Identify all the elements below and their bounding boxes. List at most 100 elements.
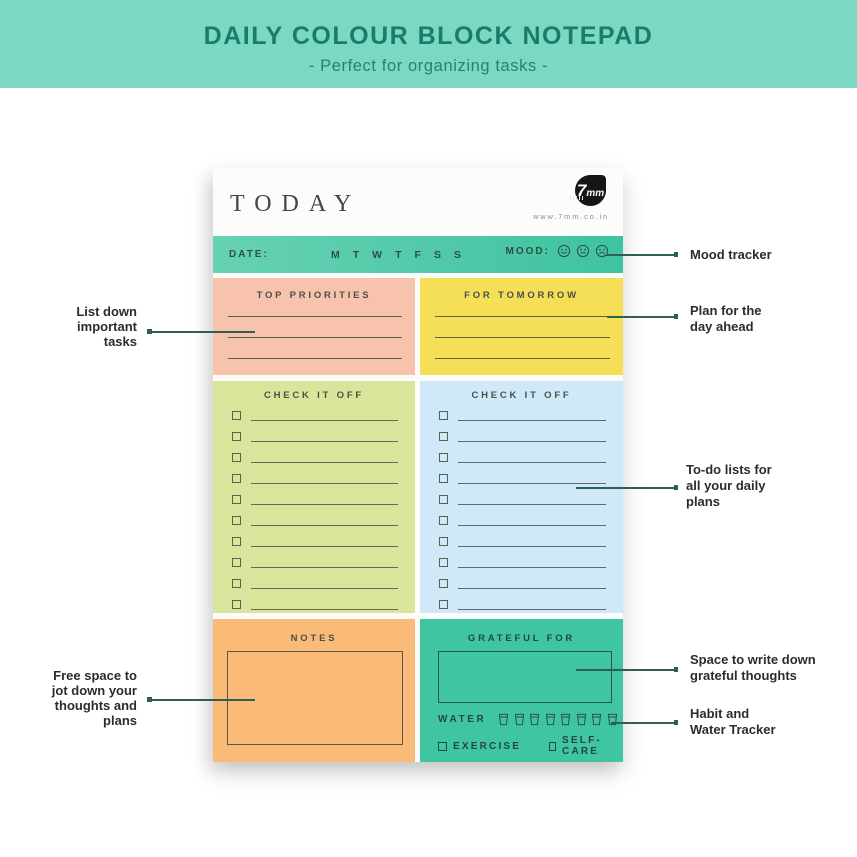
grateful-block: GRATEFUL FOR WATER EXERCISE	[420, 619, 623, 762]
banner-title: DAILY COLOUR BLOCK NOTEPAD	[203, 22, 654, 50]
brand-logo: 7mm	[570, 175, 606, 206]
writing-line	[228, 337, 402, 338]
todo-row	[213, 531, 415, 552]
for-tomorrow-block: FOR TOMORROW	[420, 278, 623, 375]
checkbox	[232, 474, 241, 483]
writing-line	[458, 567, 606, 568]
todo-row	[213, 594, 415, 615]
callout-dot	[673, 252, 678, 257]
writing-line	[458, 420, 606, 421]
day-tuesday: T	[352, 249, 360, 261]
water-label: WATER	[438, 714, 487, 725]
todo-row	[420, 426, 623, 447]
callout-habit-water: Habit and Water Tracker	[690, 706, 776, 737]
happy-face-icon	[557, 244, 571, 258]
todo-row	[420, 468, 623, 489]
date-strip: DATE: M T W T F S S MOOD:	[213, 236, 623, 273]
checkbox	[439, 600, 448, 609]
callout-plan-ahead: Plan for the day ahead	[690, 303, 762, 334]
writing-line	[458, 504, 606, 505]
todo-list	[420, 405, 623, 615]
writing-line	[458, 483, 606, 484]
callout-dot	[673, 314, 678, 319]
checkbox	[548, 741, 557, 751]
writing-line	[251, 420, 398, 421]
callout-dot	[673, 485, 678, 490]
self-care-item: SELF-CARE	[548, 735, 624, 757]
writing-line	[435, 358, 610, 359]
checkbox	[439, 432, 448, 441]
callout-line-notes	[147, 697, 255, 702]
checkbox	[439, 537, 448, 546]
top-priorities-title: TOP PRIORITIES	[256, 290, 372, 301]
callout-line-mood	[606, 252, 678, 257]
writing-line	[458, 462, 606, 463]
neutral-face-icon	[576, 244, 590, 258]
water-glass-icon	[561, 713, 571, 726]
water-glass-icon	[576, 713, 586, 726]
writing-line	[435, 316, 610, 317]
callout-dot	[673, 667, 678, 672]
ruler-ticks-icon	[570, 196, 584, 200]
todo-row	[420, 489, 623, 510]
mood-tracker: MOOD:	[506, 244, 609, 258]
writing-line	[251, 462, 398, 463]
day-thursday: T	[395, 249, 402, 261]
callout-free-space: Free space to jot down your thoughts and…	[51, 668, 137, 728]
writing-line	[251, 609, 398, 610]
todo-row	[213, 489, 415, 510]
writing-line	[251, 546, 398, 547]
banner-subtitle: - Perfect for organizing tasks -	[308, 57, 549, 75]
todo-row	[420, 552, 623, 573]
day-wednesday: W	[372, 249, 383, 261]
todo-row	[420, 531, 623, 552]
notes-block: NOTES	[213, 619, 415, 762]
day-saturday: S	[433, 249, 441, 261]
checkbox	[232, 495, 241, 504]
callout-grateful-space: Space to write down grateful thoughts	[690, 652, 816, 683]
writing-line	[251, 588, 398, 589]
todo-row	[420, 573, 623, 594]
todo-row	[213, 426, 415, 447]
writing-line	[251, 525, 398, 526]
callout-line-priorities	[147, 329, 255, 334]
todo-row	[213, 447, 415, 468]
exercise-item: EXERCISE	[438, 741, 521, 752]
checkbox	[232, 537, 241, 546]
notepad-header: TODAY 7mm www.7mm.co.in	[213, 168, 623, 236]
for-tomorrow-title: FOR TOMORROW	[464, 290, 579, 301]
checkbox	[232, 516, 241, 525]
grateful-writing-box	[438, 651, 612, 703]
day-friday: F	[414, 249, 421, 261]
water-glass-icon	[607, 713, 617, 726]
writing-line	[435, 337, 610, 338]
checkbox	[439, 453, 448, 462]
checkbox	[439, 495, 448, 504]
water-glass-icon	[592, 713, 602, 726]
checkbox	[232, 411, 241, 420]
writing-line	[458, 441, 606, 442]
grateful-title: GRATEFUL FOR	[467, 633, 576, 644]
self-care-label: SELF-CARE	[562, 735, 602, 757]
checkbox	[439, 516, 448, 525]
water-tracker: WATER	[438, 713, 622, 726]
water-glass-icon	[499, 713, 509, 726]
check-it-off-title: CHECK IT OFF	[471, 390, 572, 401]
checkbox	[439, 558, 448, 567]
todo-row	[213, 552, 415, 573]
checkbox	[439, 411, 448, 420]
habit-tracker: EXERCISE SELF-CARE	[438, 735, 623, 757]
brand-logo-text: 7mm	[576, 180, 605, 200]
checkbox	[439, 579, 448, 588]
checkbox	[232, 432, 241, 441]
callout-line-grateful	[576, 667, 678, 672]
mood-label: MOOD:	[505, 245, 550, 257]
writing-line	[251, 483, 398, 484]
callout-line-habit	[611, 720, 678, 725]
writing-line	[228, 316, 402, 317]
todo-row	[420, 510, 623, 531]
callout-important-tasks: List down important tasks	[76, 304, 137, 349]
today-heading: TODAY	[230, 191, 362, 217]
checkbox	[232, 558, 241, 567]
sad-face-icon	[595, 244, 609, 258]
